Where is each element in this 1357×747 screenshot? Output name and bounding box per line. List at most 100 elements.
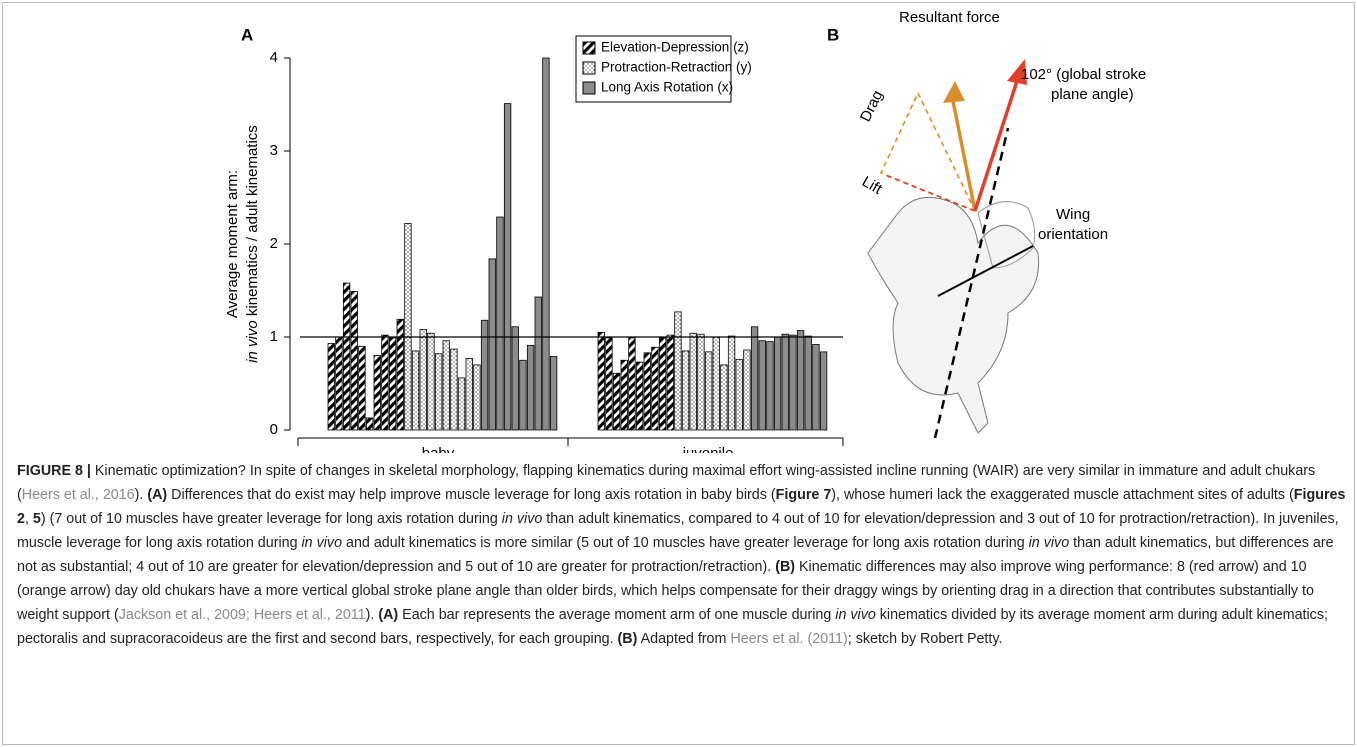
bar [636,362,643,430]
y-tick-label: 2 [270,235,278,252]
y-axis-label: Average moment arm: [224,170,241,318]
caption-text: in vivo [502,511,543,527]
bar [652,347,659,430]
bar [550,357,557,430]
caption-text: and adult kinematics is more similar (5 … [342,535,1029,551]
bar [535,297,542,430]
caption-text: in vivo [302,535,343,551]
caption-text: (B) [618,631,638,647]
caption-text: in vivo [835,607,876,623]
caption-text: (B) [775,559,795,575]
bar [682,351,689,430]
annotation: 102° (global stroke [1021,66,1146,83]
bar [667,335,674,430]
citation[interactable]: Jackson et al., 2009; Heers et al., 2011 [119,607,366,623]
bar [659,338,666,430]
bar [782,334,789,430]
caption-text: ) (7 out of 10 muscles have greater leve… [41,511,502,527]
y-axis-label: Average moment arm: [224,170,241,318]
figure: A 01234Average moment arm:in vivo kinema… [2,2,1355,745]
annotation: Resultant force [899,9,1000,26]
figure-ref[interactable]: 5 [33,511,41,527]
bar [759,341,766,430]
legend-label: Elevation-Depression (z) [601,40,749,55]
caption-text: Each bar represents the average moment a… [398,607,835,623]
bar [767,342,774,430]
bar [328,344,335,430]
annotation: plane angle) [1051,86,1134,103]
bar [428,333,435,430]
annotation: orientation [1038,226,1108,243]
x-tick-label: baby [422,445,455,453]
legend-label: Long Axis Rotation (x) [601,80,733,95]
bar [351,291,358,430]
bar [466,358,473,430]
bar [698,334,705,430]
bar [705,352,712,430]
bar [736,359,743,430]
caption-text: ). [135,487,148,503]
citation[interactable]: Heers et al. (2011) [730,631,847,647]
bar [343,283,350,430]
annotation: Lift [859,173,886,198]
y-axis-label: in vivo kinematics / adult kinematics [244,125,261,363]
bar [598,332,605,430]
y-tick-label: 4 [270,49,278,66]
bar [774,337,781,430]
bar [382,335,389,430]
legend-swatch [583,42,595,54]
x-tick-label: juvenile [682,445,734,453]
bar [512,327,519,430]
bar [412,351,419,430]
bar [805,336,812,430]
figure-ref[interactable]: Figure 7 [776,487,832,503]
bar [751,327,758,430]
caption-text: in vivo [1029,535,1070,551]
caption-text: Adapted from [637,631,730,647]
bar [397,319,404,430]
bar [675,312,682,430]
bar [336,337,343,430]
bar [497,217,504,430]
caption-text: FIGURE 8 | [17,463,91,479]
y-axis-label: in vivo [244,320,261,363]
citation[interactable]: Heers et al., 2016 [22,487,135,503]
caption-text: Differences that do exist may help impro… [167,487,775,503]
bar [366,418,373,430]
caption-text: ), whose humeri lack the exaggerated mus… [831,487,1294,503]
bar [474,365,481,430]
bar [790,335,797,430]
caption-text: , [25,511,33,527]
bar [389,338,396,430]
legend-swatch [583,82,595,94]
bar [744,350,751,430]
bar [644,353,651,430]
bar [527,345,534,430]
bar [489,259,496,430]
bar [813,344,820,430]
y-tick-label: 0 [270,421,278,438]
bar [359,346,366,430]
bar [721,365,728,430]
bar [504,104,511,430]
bar [458,378,465,430]
bar [520,360,527,430]
bar [621,360,628,430]
y-tick-label: 3 [270,142,278,159]
bar [797,330,804,430]
bar [420,330,427,430]
legend-swatch [583,62,595,74]
bar [820,352,827,430]
bar [629,338,636,430]
caption-text: ; sketch by Robert Petty. [848,631,1003,647]
annotation: Wing [1056,206,1090,223]
bar [606,338,613,430]
annotation: Drag [857,88,887,125]
panel-label: A [241,25,253,44]
caption: FIGURE 8 | Kinematic optimization? In sp… [17,459,1347,651]
bar [690,333,697,430]
bar [713,337,720,430]
bar [405,224,412,430]
bar [543,58,550,430]
